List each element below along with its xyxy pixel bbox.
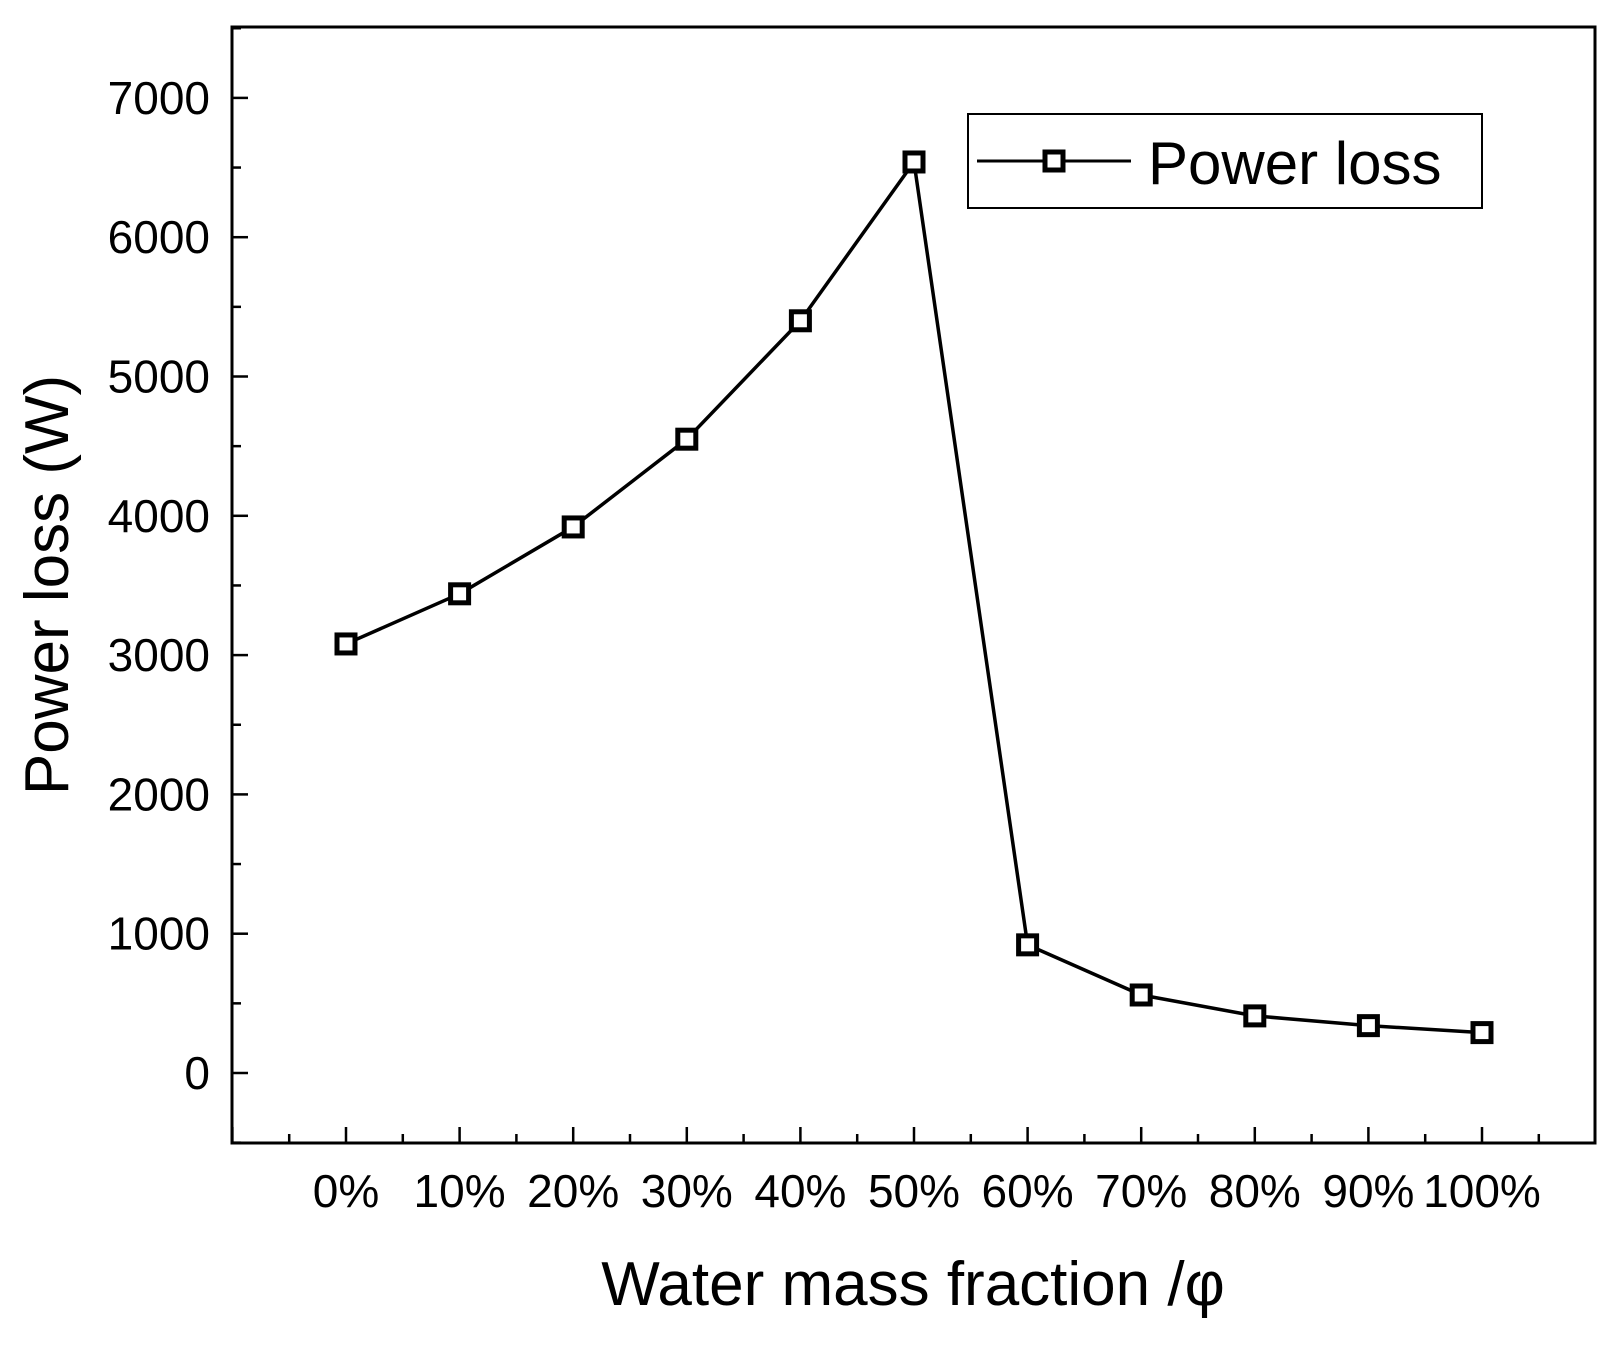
- x-axis-title: Water mass fraction /φ: [601, 1250, 1225, 1319]
- data-point-marker: [1243, 1004, 1267, 1028]
- x-tick-label: 100%: [1423, 1165, 1541, 1217]
- x-axis-ticks: [231, 1127, 1541, 1143]
- legend-label: Power loss: [1148, 130, 1441, 197]
- legend-marker-sample: [1042, 149, 1066, 173]
- x-tick-label: 80%: [1209, 1165, 1301, 1217]
- x-tick-label: 30%: [641, 1165, 733, 1217]
- data-point-marker: [1356, 1014, 1380, 1038]
- y-tick-label: 4000: [108, 490, 210, 542]
- data-point-marker: [675, 427, 699, 451]
- y-tick-label: 2000: [108, 768, 210, 820]
- y-axis-ticks: [232, 27, 248, 1144]
- y-tick-label: 6000: [108, 211, 210, 263]
- data-point-marker: [1016, 933, 1040, 957]
- y-axis-tick-labels: 0 1000 2000 3000 4000 5000 6000 7000: [108, 72, 210, 1099]
- y-tick-label: 3000: [108, 629, 210, 681]
- y-tick-label: 0: [184, 1047, 210, 1099]
- y-tick-label: 1000: [108, 908, 210, 960]
- legend: Power loss: [967, 113, 1483, 209]
- x-tick-label: 40%: [754, 1165, 846, 1217]
- data-point-marker: [1470, 1021, 1494, 1045]
- x-tick-label: 70%: [1095, 1165, 1187, 1217]
- data-point-marker: [448, 582, 472, 606]
- data-point-marker: [334, 632, 358, 656]
- y-tick-label: 5000: [108, 351, 210, 403]
- x-tick-label: 90%: [1322, 1165, 1414, 1217]
- x-tick-label: 60%: [982, 1165, 1074, 1217]
- y-tick-label: 7000: [108, 72, 210, 124]
- x-tick-label: 50%: [868, 1165, 960, 1217]
- series-layer: [334, 150, 1494, 1045]
- data-point-marker: [561, 515, 585, 539]
- x-tick-label: 0%: [313, 1165, 379, 1217]
- y-axis-title: Power loss (W): [13, 375, 82, 795]
- data-point-marker: [788, 309, 812, 333]
- data-point-marker: [1129, 983, 1153, 1007]
- series-line: [345, 160, 1483, 1035]
- data-point-marker: [902, 150, 926, 174]
- x-tick-label: 10%: [414, 1165, 506, 1217]
- x-tick-label: 20%: [527, 1165, 619, 1217]
- x-axis-tick-labels: 0% 10% 20% 30% 40% 50% 60% 70% 80% 90% 100%: [313, 1165, 1541, 1217]
